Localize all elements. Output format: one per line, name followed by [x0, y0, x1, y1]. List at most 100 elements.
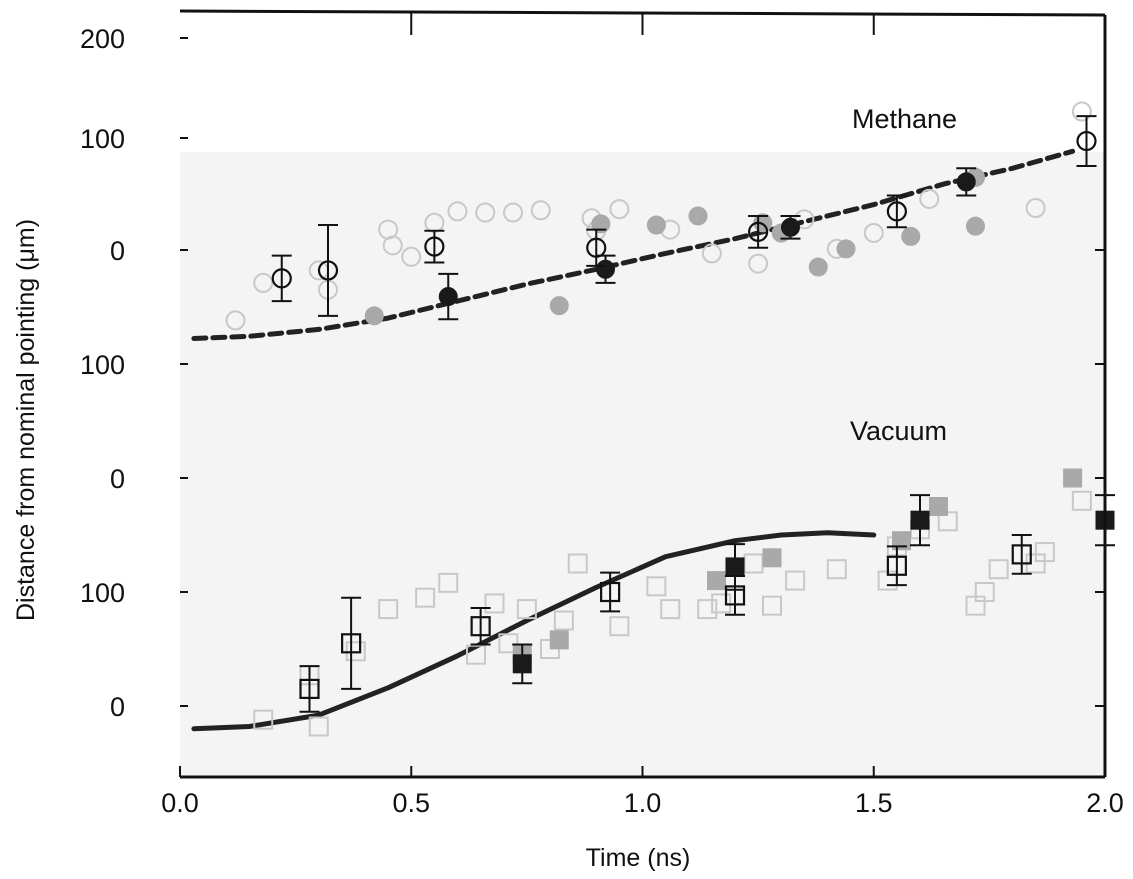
vacuum-open-square-point: [600, 581, 621, 603]
x-tick-label: 2.0: [1086, 788, 1124, 818]
vacuum-light-square-point: [762, 595, 782, 616]
methane-light-circle-point: [609, 199, 630, 220]
methane-gray-circle-point: [646, 215, 666, 235]
methane-model-line: [191, 148, 1076, 341]
methane-light-circle-point: [863, 222, 884, 243]
y-tick-label: 100: [80, 124, 125, 154]
methane-open-circle-point: [886, 201, 907, 222]
vacuum-open-square-point: [724, 585, 746, 606]
methane-gray-circle-point: [808, 257, 828, 277]
vacuum-light-square-point: [660, 599, 681, 620]
methane-light-circle-point: [447, 201, 468, 222]
vacuum-light-square-point: [308, 716, 329, 737]
methane-light-circle-point: [1071, 101, 1092, 122]
vacuum-light-square-point: [1071, 490, 1092, 511]
y-tick-label: 100: [80, 350, 125, 380]
methane-gray-circle-point: [364, 306, 384, 326]
methane-light-circle-point: [701, 243, 722, 264]
error-bar: [748, 214, 769, 249]
error-bar: [318, 224, 338, 317]
x-axis-title: Time (ns): [586, 844, 691, 872]
vacuum-black-square-point: [725, 557, 745, 577]
methane-light-circle-point: [1025, 198, 1046, 219]
methane-black-circle-point: [956, 172, 976, 192]
vacuum-gray-square-point: [707, 571, 726, 591]
plot-area: [191, 101, 1115, 737]
methane-black-circle-point: [596, 259, 615, 279]
series-label-vacuum: Vacuum: [850, 416, 947, 446]
error-bar: [725, 575, 745, 616]
vacuum-gray-square-point: [549, 630, 569, 650]
error-bar: [586, 228, 607, 267]
methane-open-circle-point: [271, 268, 292, 289]
vacuum-black-square-point: [512, 654, 532, 674]
vacuum-light-square-point: [974, 582, 995, 602]
vacuum-gray-square-point: [892, 531, 911, 551]
vacuum-light-square-point: [988, 559, 1009, 580]
vacuum-black-square-point: [910, 510, 930, 530]
methane-gray-circle-point: [836, 239, 856, 259]
methane-gray-circle-point: [688, 206, 708, 226]
axes: 0.0 0.5 1.0 1.5 2.0 200 100 0 100 0 100 0: [80, 9, 1124, 818]
vacuum-open-square-point: [470, 616, 491, 637]
y-tick-label: 0: [110, 464, 125, 494]
labels: Time (ns) Distance from nominal pointing…: [12, 104, 957, 872]
vacuum-light-square-point: [378, 599, 399, 620]
error-bar: [1076, 115, 1097, 168]
vacuum-light-square-point: [697, 599, 718, 620]
methane-open-circle-point: [317, 260, 339, 281]
vacuum-light-square-point: [516, 599, 537, 620]
vacuum-light-square-point: [438, 572, 459, 593]
methane-black-circle-point: [781, 217, 800, 237]
methane-light-circle-point: [748, 253, 769, 274]
vacuum-model-line: [191, 530, 877, 732]
vacuum-light-square-point: [609, 616, 630, 637]
vacuum-open-square-point: [1011, 544, 1032, 565]
y-tick-label: 0: [110, 692, 125, 722]
error-bar: [1011, 534, 1032, 575]
methane-gray-circle-point: [549, 296, 569, 316]
methane-light-circle-point: [401, 246, 422, 267]
vacuum-light-square-point: [253, 709, 274, 730]
y-tick-label: 0: [110, 236, 125, 266]
methane-light-circle-point: [382, 235, 403, 256]
vacuum-light-square-point: [826, 559, 847, 580]
methane-light-circle-point: [919, 188, 940, 209]
y-axis-title: Distance from nominal pointing (μm): [12, 219, 40, 621]
methane-light-circle-point: [475, 202, 496, 223]
vacuum-gray-square-point: [762, 548, 782, 568]
methane-open-circle-point: [748, 221, 769, 242]
methane-open-circle-point: [424, 236, 445, 257]
methane-open-circle-point: [586, 237, 607, 258]
methane-light-circle-point: [225, 310, 246, 331]
error-bar: [299, 665, 320, 713]
x-tick-label: 1.0: [624, 788, 662, 818]
vacuum-light-square-point: [1034, 542, 1055, 563]
vacuum-light-square-point: [567, 553, 588, 574]
error-bar: [886, 194, 907, 229]
x-tick-label: 0.0: [161, 788, 199, 818]
vacuum-gray-square-point: [929, 497, 948, 516]
y-tick-label: 100: [80, 578, 125, 608]
vacuum-open-square-point: [341, 633, 362, 654]
vacuum-light-square-point: [484, 593, 505, 614]
error-bar: [470, 606, 491, 646]
series-label-methane: Methane: [852, 104, 957, 134]
y-tick-label: 200: [80, 24, 125, 54]
error-bar: [341, 596, 362, 690]
x-tick-label: 0.5: [392, 788, 430, 818]
methane-light-circle-point: [503, 202, 523, 223]
vacuum-light-square-point: [415, 587, 436, 608]
methane-black-circle-point: [438, 287, 458, 307]
vacuum-open-square-point: [299, 678, 320, 700]
vacuum-open-square-point: [886, 555, 907, 576]
methane-gray-circle-point: [591, 214, 611, 234]
error-bar: [424, 229, 445, 264]
methane-gray-circle-point: [966, 216, 985, 236]
error-bar: [271, 254, 292, 303]
error-bar: [886, 545, 907, 587]
methane-gray-circle-point: [901, 226, 921, 246]
vacuum-light-square-point: [466, 644, 486, 665]
error-bar: [600, 571, 621, 613]
vacuum-light-square-point: [553, 610, 574, 631]
